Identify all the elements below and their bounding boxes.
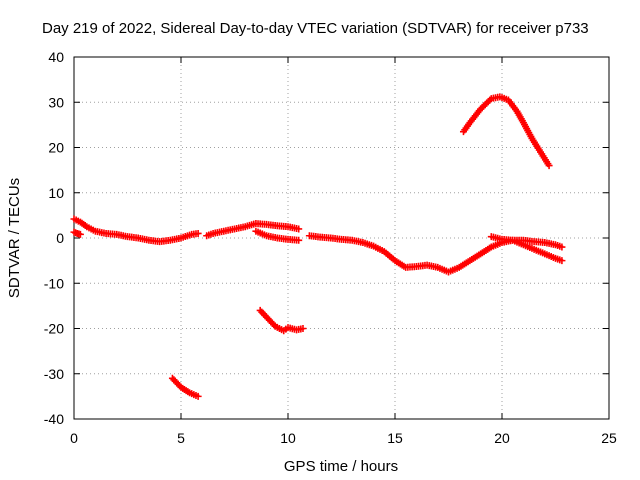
x-tick-label: 5 xyxy=(177,430,185,446)
data-point xyxy=(558,243,566,251)
data-point xyxy=(76,230,84,238)
x-axis-ticks: 0 5 10 15 20 25 xyxy=(70,57,617,446)
x-tick-label: 20 xyxy=(494,430,510,446)
y-tick-label: 20 xyxy=(48,140,64,156)
x-tick-label: 25 xyxy=(601,430,617,446)
data-points xyxy=(70,93,566,400)
y-tick-label: 0 xyxy=(56,230,64,246)
y-tick-label: -40 xyxy=(44,411,64,427)
y-tick-label: -10 xyxy=(44,275,64,291)
y-axis-label: SDTVAR / TECUs xyxy=(6,178,23,298)
data-point xyxy=(270,321,278,329)
x-tick-label: 0 xyxy=(70,430,78,446)
x-tick-label: 10 xyxy=(280,430,296,446)
chart-title: Day 219 of 2022, Sidereal Day-to-day VTE… xyxy=(42,20,589,37)
data-point xyxy=(295,225,303,233)
data-point xyxy=(299,325,307,332)
y-tick-label: 10 xyxy=(48,185,64,201)
x-tick-label: 15 xyxy=(387,430,403,446)
data-point xyxy=(486,96,494,104)
y-tick-label: -30 xyxy=(44,366,64,382)
x-axis-label: GPS time / hours xyxy=(284,458,398,475)
data-point xyxy=(194,392,202,400)
y-tick-label: 30 xyxy=(48,94,64,110)
y-tick-label: -20 xyxy=(44,321,64,337)
y-axis-ticks: -40 -30 -20 -10 0 10 20 30 40 xyxy=(44,49,609,427)
data-point xyxy=(545,162,553,170)
data-point xyxy=(194,229,202,237)
data-point xyxy=(558,257,566,265)
y-tick-label: 40 xyxy=(48,49,64,65)
data-point xyxy=(295,236,303,244)
